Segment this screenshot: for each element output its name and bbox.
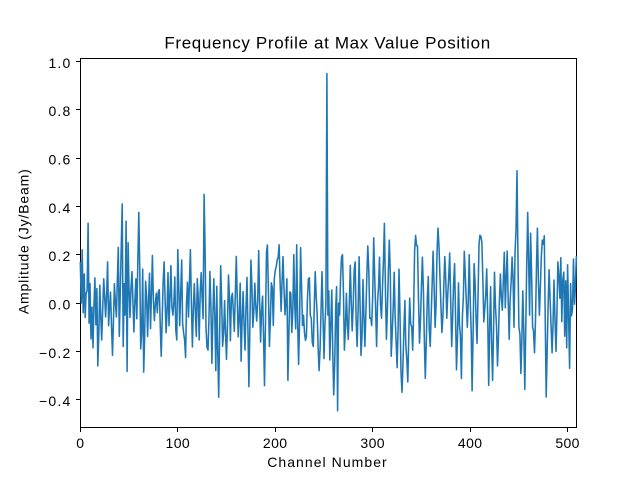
svg-text:400: 400: [458, 435, 483, 451]
svg-text:0.8: 0.8: [48, 103, 71, 119]
svg-text:Channel Number: Channel Number: [267, 454, 388, 470]
svg-text:1.0: 1.0: [48, 55, 71, 71]
svg-text:−0.4: −0.4: [39, 393, 71, 409]
svg-text:Amplitude (Jy/Beam): Amplitude (Jy/Beam): [16, 168, 32, 314]
svg-text:100: 100: [166, 435, 191, 451]
svg-text:Frequency Profile at Max Value: Frequency Profile at Max Value Position: [164, 33, 490, 52]
svg-text:500: 500: [555, 435, 580, 451]
svg-text:0.2: 0.2: [48, 248, 71, 264]
svg-text:0: 0: [76, 435, 84, 451]
svg-text:0.0: 0.0: [48, 297, 71, 313]
svg-text:200: 200: [263, 435, 288, 451]
svg-text:0.4: 0.4: [48, 200, 71, 216]
svg-text:0.6: 0.6: [48, 152, 71, 168]
svg-text:300: 300: [360, 435, 385, 451]
svg-text:−0.2: −0.2: [39, 345, 71, 361]
